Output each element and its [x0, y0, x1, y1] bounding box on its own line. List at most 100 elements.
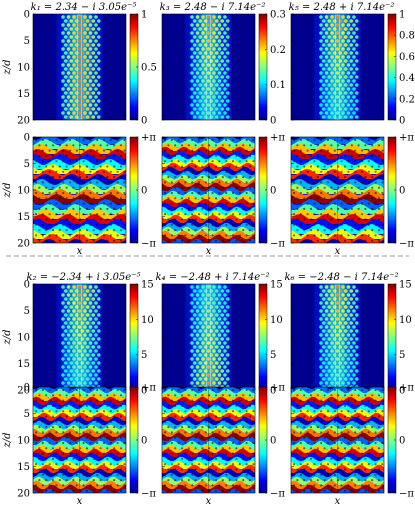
y-axis-label: z/d [2, 432, 13, 448]
y-tick-label: 15 [17, 89, 30, 100]
x-axis-label: x [335, 246, 341, 257]
y-tick-label: 5 [24, 36, 30, 47]
phase-colorbar: +π 0 −π [387, 133, 414, 250]
colorbar-tick-label: +π [141, 133, 156, 144]
intensity-colorbar: 1 0.8 0.6 0.4 0.2 0 [387, 10, 415, 127]
y-tick-label: 5 [24, 306, 30, 317]
phase-panel: 0 5 10 15 20 [17, 383, 127, 500]
y-tick-label: 20 [17, 386, 30, 397]
colorbar-tick-label: 0.6 [399, 52, 415, 63]
colorbar-tick-label: 0.1 [270, 80, 286, 91]
colorbar-tick-label: 10 [270, 315, 283, 326]
intensity-colorbar: 15 10 5 0 [129, 280, 154, 397]
colorbar-tick-label: 0.3 [270, 10, 286, 21]
colorbar-tick-label: +π [270, 133, 285, 144]
colorbar-tick-label: 0 [399, 116, 405, 127]
colorbar-tick-label: +π [141, 383, 156, 394]
y-tick-label: 10 [17, 436, 30, 447]
colorbar-tick-label: 0.5 [141, 63, 157, 74]
colorbar-tick-label: 0 [141, 436, 147, 447]
colorbar-tick-label: 0 [399, 186, 405, 197]
phase-colorbar: +π0−π [387, 383, 414, 500]
colorbar-tick-label: 0 [270, 186, 276, 197]
colorbar-tick-label: 0 [270, 116, 276, 127]
x-axis-label: x [77, 496, 83, 507]
intensity-panel [161, 13, 256, 121]
colorbar-tick-label: 10 [399, 315, 412, 326]
panel-title: k₃ = 2.48 − i 7.14e⁻² [160, 2, 266, 13]
colorbar-tick-label: 5 [141, 350, 147, 361]
colorbar-tick-label: +π [399, 133, 414, 144]
intensity-colorbar: 15 10 5 0 [258, 280, 283, 397]
y-axis-label: z/d [2, 329, 13, 345]
colorbar-tick-label: 5 [270, 350, 276, 361]
x-axis-label: x [335, 496, 341, 507]
colorbar-tick-label: 0.8 [399, 31, 415, 42]
colorbar-tick-label: 0 [270, 386, 276, 397]
y-tick-label: 10 [17, 333, 30, 344]
panel-title: k₆ = −2.48 − i 7.14e⁻² [284, 272, 398, 283]
colorbar-tick-label: −π [270, 489, 285, 500]
colorbar-tick-label: −π [399, 239, 414, 250]
colorbar-tick-label: 0 [141, 116, 147, 127]
y-tick-label: 20 [17, 489, 30, 500]
phase-colorbar: +π0−π [258, 383, 285, 500]
colorbar-tick-label: +π [270, 383, 285, 394]
colorbar-tick-label: 0.2 [399, 94, 415, 105]
intensity-colorbar: 10.50 [129, 10, 157, 127]
phase-panel [161, 136, 256, 244]
colorbar-tick-label: −π [270, 239, 285, 250]
x-axis-label: x [206, 496, 212, 507]
colorbar-tick-label: 0.2 [270, 45, 286, 56]
panel-title: k₄ = −2.48 + i 7.14e⁻² [155, 272, 269, 283]
colorbar-tick-label: 0 [141, 386, 147, 397]
colorbar-tick-label: 15 [141, 280, 154, 291]
colorbar-tick-label: 10 [141, 315, 154, 326]
colorbar-tick-label: 0 [141, 186, 147, 197]
panel-title: k₂ = −2.34 + i 3.05e⁻⁵ [26, 272, 140, 283]
colorbar-tick-label: −π [141, 489, 156, 500]
colorbar-tick-label: 5 [399, 350, 405, 361]
y-tick-label: 0 [24, 133, 30, 144]
y-tick-label: 15 [17, 462, 30, 473]
colorbar-tick-label: 0 [270, 436, 276, 447]
phase-panel [290, 136, 385, 244]
y-axis-label: z/d [2, 182, 13, 198]
colorbar-tick-label: 1 [399, 10, 405, 21]
x-axis-label: x [206, 246, 212, 257]
intensity-colorbar: 0.3 0.2 0.1 0 [258, 10, 286, 127]
y-tick-label: 15 [17, 359, 30, 370]
colorbar-tick-label: 0 [399, 436, 405, 447]
intensity-panel [161, 283, 256, 391]
colorbar-tick-label: 15 [399, 280, 412, 291]
x-axis-label: x [77, 246, 83, 257]
y-tick-label: 5 [24, 409, 30, 420]
y-tick-label: 20 [17, 239, 30, 250]
colorbar-tick-label: 0.4 [399, 73, 415, 84]
colorbar-tick-label: 15 [270, 280, 283, 291]
y-tick-label: 0 [24, 280, 30, 291]
colorbar-tick-label: 0 [399, 386, 405, 397]
y-tick-label: 10 [17, 186, 30, 197]
y-tick-label: 0 [24, 383, 30, 394]
y-tick-label: 5 [24, 159, 30, 170]
panel-title: k₅ = 2.48 + i 7.14e⁻² [289, 2, 395, 13]
phase-panel [290, 386, 385, 494]
y-tick-label: 20 [17, 116, 30, 127]
intensity-panel [290, 283, 385, 391]
phase-colorbar: +π 0 −π [258, 133, 285, 250]
intensity-colorbar: 15 10 5 0 [387, 280, 412, 397]
phase-colorbar: +π0−π [129, 383, 156, 500]
phase-panel: 0 5 10 15 20 [17, 133, 127, 250]
phase-panel [161, 386, 256, 494]
colorbar-tick-label: 1 [141, 10, 147, 21]
colorbar-tick-label: +π [399, 383, 414, 394]
panel-title: k₁ = 2.34 − i 3.05e⁻⁵ [31, 2, 137, 13]
colorbar-tick-label: −π [141, 239, 156, 250]
phase-colorbar: +π 0 −π [129, 133, 156, 250]
y-tick-label: 15 [17, 212, 30, 223]
intensity-panel [290, 13, 385, 121]
colorbar-tick-label: −π [399, 489, 414, 500]
y-tick-label: 10 [17, 63, 30, 74]
y-axis-label: z/d [2, 59, 13, 75]
